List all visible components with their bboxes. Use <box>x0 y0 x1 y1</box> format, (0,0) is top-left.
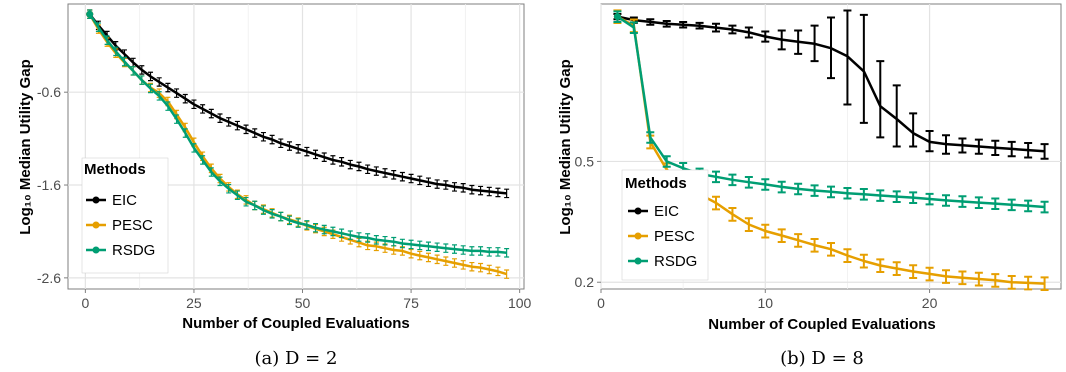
panel-b-series <box>613 9 1049 292</box>
panel-b-legend-title: Methods <box>625 175 687 192</box>
legend-label: RSDG <box>112 242 155 259</box>
legend-label: PESC <box>654 228 695 245</box>
panel-a-legend: Methods EIC PESC RSDG <box>81 157 169 274</box>
x-tick-label: 10 <box>757 295 773 311</box>
x-tick-label: 75 <box>403 295 419 311</box>
series-rsdg <box>86 9 510 258</box>
legend-swatch-point <box>634 207 642 215</box>
panel-a-legend-title: Methods <box>84 161 146 178</box>
x-tick-label: 100 <box>508 295 532 311</box>
panel-a-ticks: 0 25 50 75 100 -0.6 -1.6 -2.6 <box>37 84 532 311</box>
panel-b-ticks: 0 10 20 0.5 0.2 <box>575 153 938 311</box>
series-eic <box>613 9 1049 160</box>
error-bar <box>859 13 868 124</box>
series-line <box>88 13 507 255</box>
error-bar <box>876 60 885 139</box>
error-bar <box>504 188 510 199</box>
error-bar <box>892 84 901 148</box>
legend-swatch-point <box>92 221 100 229</box>
x-tick-label: 50 <box>295 295 311 311</box>
x-tick-label: 25 <box>186 295 202 311</box>
legend-label: PESC <box>112 217 153 234</box>
panel-a: 0 25 50 75 100 -0.6 -1.6 -2.6 Number of Coupled… <box>17 3 532 369</box>
legend-label: RSDG <box>654 253 697 270</box>
x-tick-label: 0 <box>81 295 89 311</box>
legend-swatch-point <box>634 257 642 265</box>
panel-b-x-axis-label: Number of Coupled Evaluations <box>708 316 936 333</box>
legend-label: EIC <box>112 192 137 209</box>
panel-a-x-axis-label: Number of Coupled Evaluations <box>182 315 410 332</box>
data-point <box>86 10 94 18</box>
panel-a-caption: (a) D = 2 <box>255 348 338 369</box>
panel-b-y-axis-label: Log₁₀ Median Utility Gap <box>557 59 574 234</box>
y-tick-label: -1.6 <box>37 177 61 193</box>
data-point <box>613 13 621 21</box>
series-line <box>617 15 1045 153</box>
panel-b-caption: (b) D = 8 <box>780 348 864 369</box>
legend-swatch-point <box>92 196 100 204</box>
panel-b: 0 10 20 0.5 0.2 Number of Coupled Evaluation… <box>557 3 1062 369</box>
series-line <box>88 13 507 195</box>
legend-swatch-point <box>92 246 100 254</box>
legend-label: EIC <box>654 203 679 220</box>
error-bar <box>504 269 510 279</box>
panel-a-y-axis-label: Log₁₀ Median Utility Gap <box>17 59 34 234</box>
x-tick-label: 0 <box>597 295 605 311</box>
y-tick-label: 0.2 <box>575 274 595 290</box>
error-bar <box>909 112 918 148</box>
panel-a-legend-box <box>81 157 169 274</box>
y-tick-label: 0.5 <box>575 153 595 169</box>
legend-swatch-point <box>634 232 642 240</box>
panel-a-series <box>86 9 510 279</box>
panel-b-legend: Methods EIC PESC RSDG <box>621 169 709 281</box>
y-tick-label: -2.6 <box>37 270 61 286</box>
x-tick-label: 20 <box>922 295 938 311</box>
error-bar <box>504 248 510 258</box>
y-tick-label: -0.6 <box>37 84 61 100</box>
